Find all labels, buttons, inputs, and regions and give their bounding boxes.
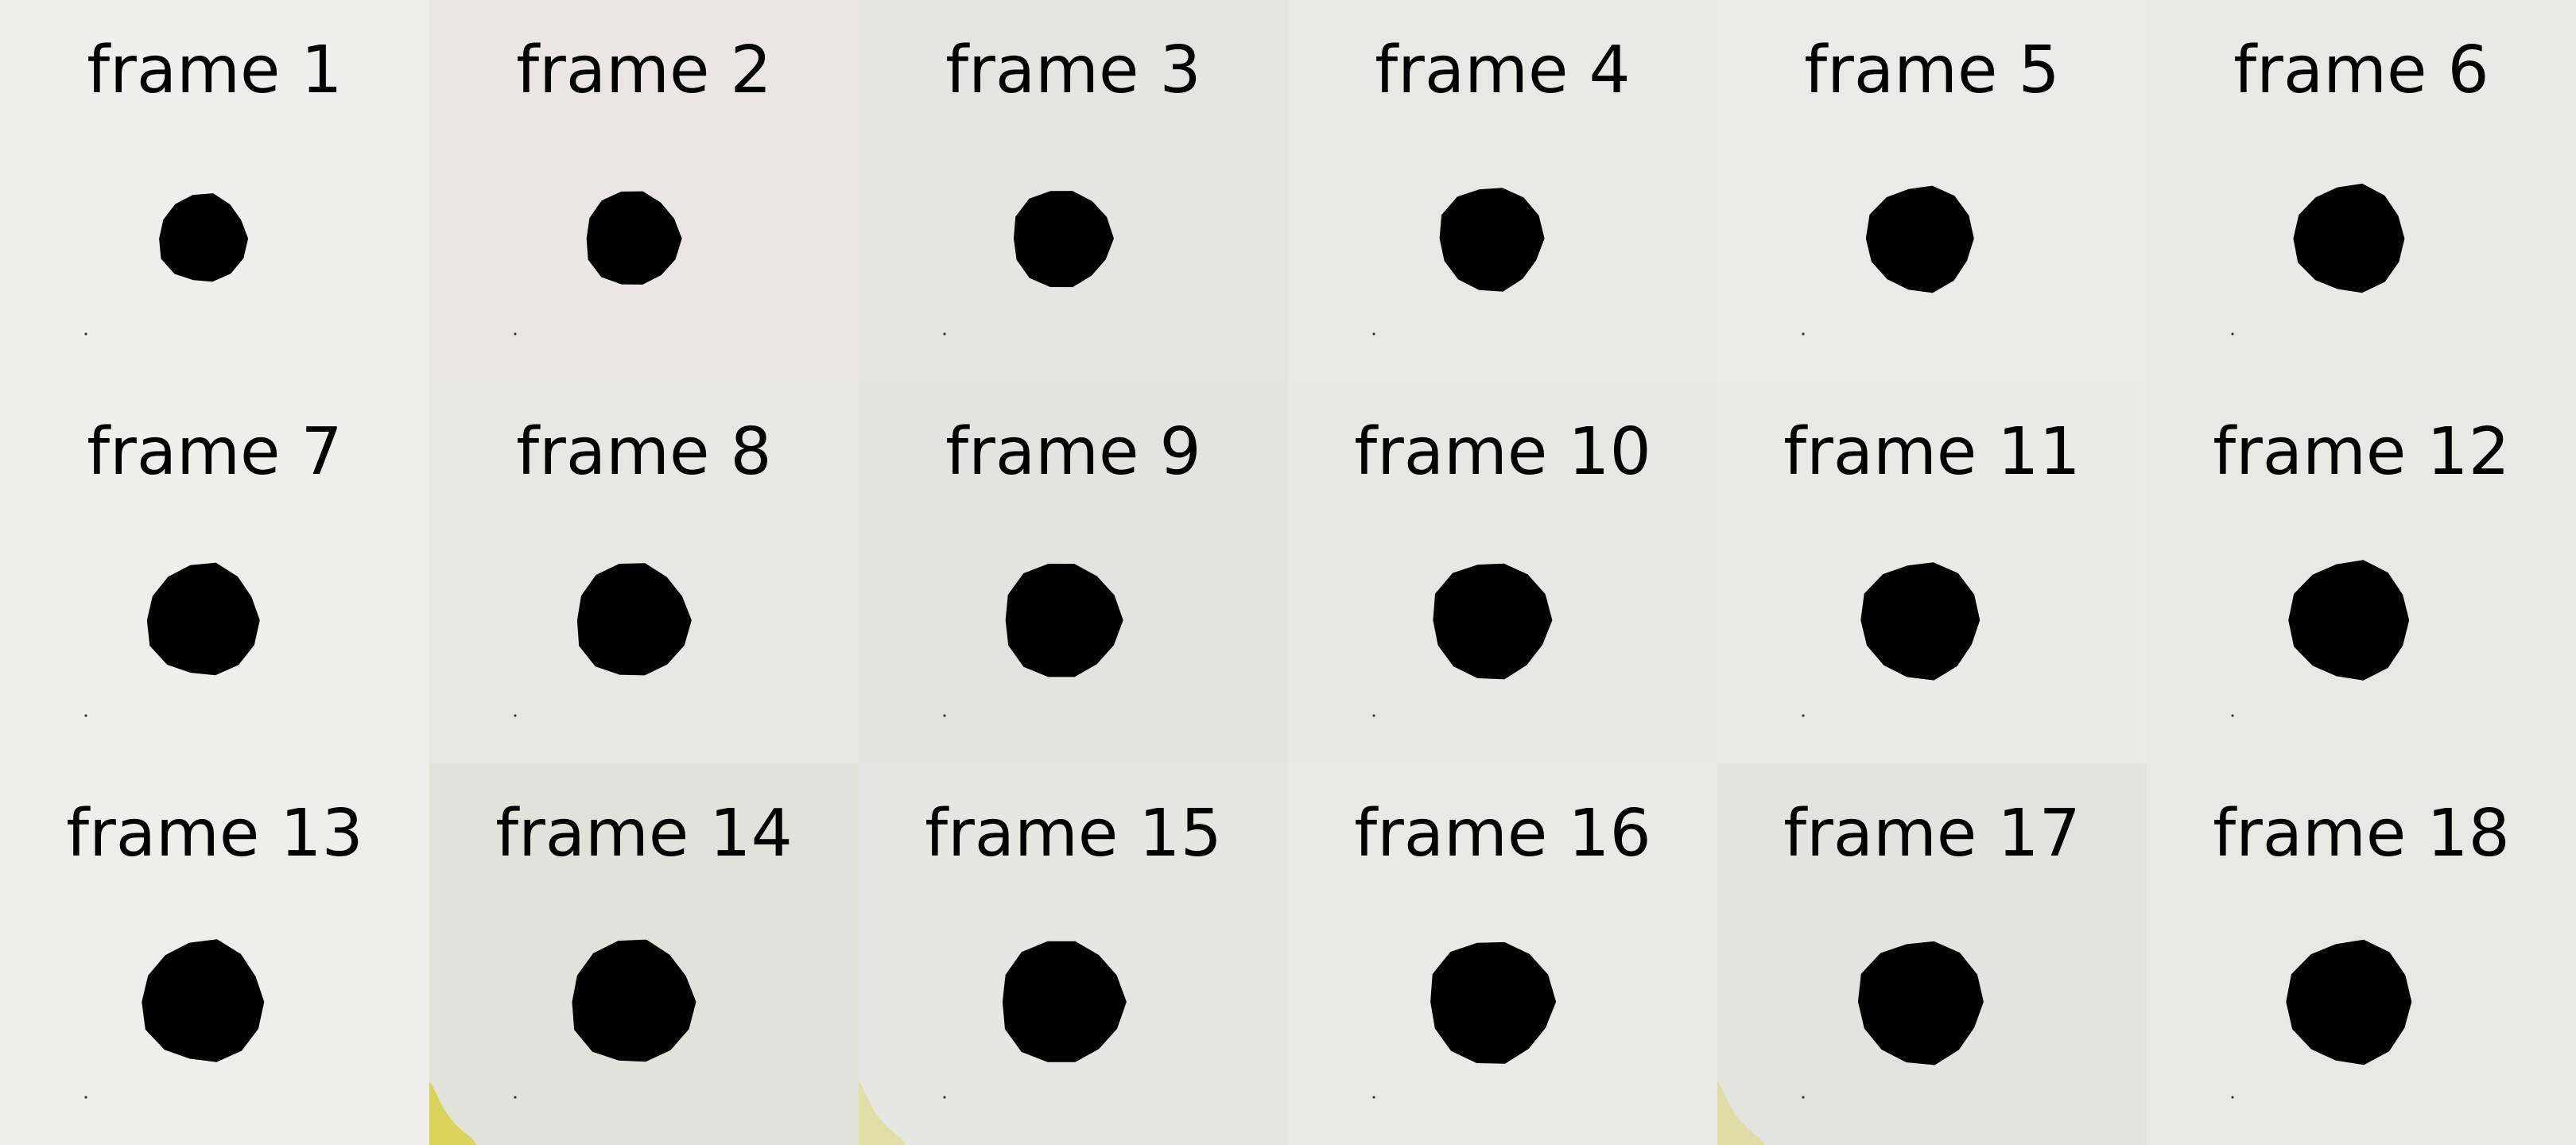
frame-canvas (2231, 560, 2410, 717)
frame-cell: frame 7 (0, 382, 429, 763)
frame-canvas (1372, 188, 1545, 336)
frame-canvas (84, 193, 249, 336)
speck-mark (943, 1096, 946, 1099)
frame-cell: frame 8 (429, 382, 859, 763)
speck-mark (514, 1096, 517, 1099)
frame-cell: frame 5 (1717, 0, 2147, 382)
frame-cell: frame 18 (2147, 763, 2576, 1145)
frame-cell: frame 17 (1717, 763, 2147, 1145)
speck-mark (84, 1096, 87, 1099)
frame-label: frame 10 (1354, 414, 1651, 490)
black-dot (576, 563, 692, 676)
frame-cell: frame 10 (1288, 382, 1717, 763)
frame-canvas (943, 191, 1114, 336)
stain-mark (429, 1081, 477, 1145)
stain-mark (859, 1081, 906, 1145)
speck-mark (84, 332, 87, 336)
black-dot (146, 562, 260, 676)
speck-mark (514, 332, 517, 336)
black-dot (1857, 941, 1984, 1065)
black-dot (572, 939, 696, 1062)
frame-label: frame 17 (1783, 796, 2081, 871)
frame-label: frame 2 (516, 33, 772, 108)
frame-label: frame 11 (1783, 414, 2081, 490)
black-dot (586, 191, 682, 285)
frame-label: frame 12 (2213, 414, 2510, 490)
frame-canvas (943, 564, 1123, 717)
black-dot (1430, 941, 1557, 1064)
frame-canvas (859, 941, 1127, 1145)
frame-label: frame 16 (1354, 796, 1651, 871)
frame-cell: frame 2 (429, 0, 859, 382)
speck-mark (1372, 1096, 1375, 1099)
frame-cell: frame 15 (859, 763, 1288, 1145)
speck-mark (2231, 714, 2234, 717)
frame-label: frame 9 (945, 414, 1201, 490)
frame-cell: frame 14 (429, 763, 859, 1145)
frame-cell: frame 12 (2147, 382, 2576, 763)
black-dot (1433, 563, 1553, 680)
speck-mark (84, 714, 87, 717)
speck-mark (1372, 332, 1375, 336)
black-dot (142, 939, 265, 1062)
frame-canvas (1717, 941, 1984, 1145)
frame-cell: frame 16 (1288, 763, 1717, 1145)
frame-cell: frame 6 (2147, 0, 2576, 382)
black-dot (2286, 939, 2412, 1065)
black-dot (2288, 560, 2410, 681)
frame-canvas (1802, 185, 1974, 336)
speck-mark (1802, 714, 1805, 717)
speck-mark (2231, 1096, 2234, 1099)
speck-mark (943, 714, 946, 717)
frame-cell: frame 13 (0, 763, 429, 1145)
frame-canvas (1802, 562, 1980, 717)
frame-canvas (2231, 183, 2405, 336)
frame-label: frame 7 (87, 414, 343, 490)
black-dot (1439, 188, 1545, 292)
frame-cell: frame 3 (859, 0, 1288, 382)
speck-mark (943, 332, 946, 336)
frame-canvas (84, 562, 260, 717)
frame-cell: frame 11 (1717, 382, 2147, 763)
frame-label: frame 1 (87, 33, 343, 108)
frame-label: frame 3 (945, 33, 1201, 108)
frame-canvas (1372, 941, 1557, 1099)
black-dot (1005, 564, 1123, 677)
frame-canvas (514, 563, 692, 717)
black-dot (1860, 562, 1980, 681)
frame-label: frame 4 (1375, 33, 1631, 108)
black-dot (1865, 185, 1974, 293)
frame-label: frame 18 (2213, 796, 2510, 871)
speck-mark (1802, 332, 1805, 336)
frame-canvas (429, 939, 696, 1145)
frame-canvas (84, 939, 265, 1099)
frame-canvas (1372, 563, 1553, 717)
black-dot (2293, 183, 2405, 293)
black-dot (159, 193, 249, 282)
frame-label: frame 14 (495, 796, 793, 871)
speck-mark (514, 714, 517, 717)
frame-cell: frame 9 (859, 382, 1288, 763)
frame-label: frame 13 (66, 796, 363, 871)
speck-mark (1802, 1096, 1805, 1099)
speck-mark (2231, 332, 2234, 336)
black-dot (1002, 941, 1127, 1062)
frame-cell: frame 1 (0, 0, 429, 382)
frame-canvas (514, 191, 682, 336)
frame-label: frame 15 (925, 796, 1222, 871)
frame-cell: frame 4 (1288, 0, 1717, 382)
frame-label: frame 5 (1804, 33, 2060, 108)
frame-canvas (2231, 939, 2412, 1099)
frame-label: frame 6 (2233, 33, 2489, 108)
black-dot (1014, 191, 1114, 288)
frame-label: frame 8 (516, 414, 772, 490)
stain-mark (1717, 1081, 1765, 1145)
speck-mark (1372, 714, 1375, 717)
